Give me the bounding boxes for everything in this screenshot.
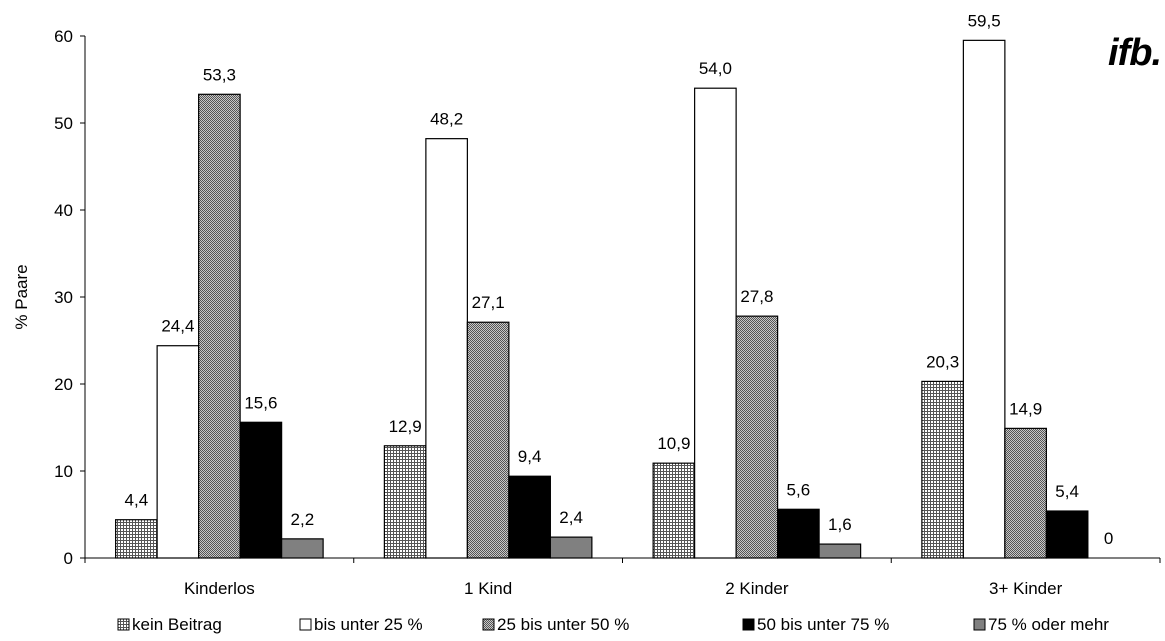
data-label: 12,9 bbox=[389, 417, 422, 436]
bar bbox=[962, 39, 1006, 559]
bars bbox=[115, 39, 1089, 559]
y-tick-label: 0 bbox=[64, 549, 73, 568]
y-tick-label: 10 bbox=[54, 462, 73, 481]
legend-swatch bbox=[117, 618, 130, 631]
data-label: 24,4 bbox=[161, 317, 194, 336]
x-tick-label: 2 Kinder bbox=[725, 579, 789, 598]
bar bbox=[508, 475, 551, 559]
data-label: 0 bbox=[1104, 529, 1113, 548]
y-axis-title: % Paare bbox=[12, 264, 31, 329]
bar bbox=[549, 536, 593, 559]
bar bbox=[694, 87, 737, 559]
legend-label: 50 bis unter 75 % bbox=[757, 615, 889, 634]
data-label: 9,4 bbox=[518, 447, 542, 466]
data-label: 54,0 bbox=[699, 59, 732, 78]
bar bbox=[198, 93, 241, 559]
bar bbox=[818, 543, 862, 559]
ifb-logo: ifb. bbox=[1108, 32, 1162, 74]
data-label: 15,6 bbox=[244, 393, 277, 412]
bar bbox=[921, 380, 964, 559]
x-tick-label: 3+ Kinder bbox=[989, 579, 1063, 598]
data-labels: 4,4 24,4 53,3 15,6 2,2 12,9 48,2 27,1 9,4 2,4 10,9… bbox=[125, 11, 1114, 548]
legend-label: 25 bis unter 50 % bbox=[497, 615, 629, 634]
legend-label: kein Beitrag bbox=[132, 615, 222, 634]
x-tick-label: 1 Kind bbox=[464, 579, 512, 598]
y-tick-label: 60 bbox=[54, 27, 73, 46]
data-label: 2,2 bbox=[291, 510, 315, 529]
bar bbox=[115, 519, 158, 559]
bar bbox=[735, 315, 779, 559]
bar bbox=[1045, 510, 1089, 559]
data-label: 4,4 bbox=[125, 491, 149, 510]
data-label: 53,3 bbox=[203, 65, 236, 84]
legend-swatch bbox=[742, 618, 755, 631]
legend-label: bis unter 25 % bbox=[314, 615, 423, 634]
y-tick-label: 40 bbox=[54, 201, 73, 220]
bar bbox=[1004, 427, 1047, 559]
legend: kein Beitrag bis unter 25 % 25 bis unter 5… bbox=[117, 615, 1109, 634]
bar bbox=[281, 538, 324, 559]
axes: 0 10 20 30 40 50 60 Kinderlos 1 Kind 2 Kinder 3+ K… bbox=[12, 27, 1161, 598]
bar bbox=[425, 138, 468, 559]
legend-swatch bbox=[299, 618, 312, 631]
legend-swatch bbox=[973, 618, 986, 631]
y-tick-label: 30 bbox=[54, 288, 73, 307]
data-label: 14,9 bbox=[1009, 399, 1042, 418]
y-tick-label: 20 bbox=[54, 375, 73, 394]
data-label: 5,6 bbox=[787, 480, 811, 499]
data-label: 5,4 bbox=[1055, 482, 1079, 501]
data-label: 27,8 bbox=[740, 287, 773, 306]
bar bbox=[652, 462, 696, 559]
bar bbox=[777, 508, 820, 559]
x-tick-label: Kinderlos bbox=[184, 579, 255, 598]
bar bbox=[383, 445, 427, 559]
bar bbox=[466, 321, 510, 559]
legend-swatch bbox=[482, 618, 495, 631]
data-label: 27,1 bbox=[472, 293, 505, 312]
data-label: 20,3 bbox=[926, 352, 959, 371]
data-label: 59,5 bbox=[968, 11, 1001, 30]
y-tick-label: 50 bbox=[54, 114, 73, 133]
data-label: 10,9 bbox=[657, 434, 690, 453]
bar bbox=[156, 345, 200, 559]
data-label: 1,6 bbox=[828, 515, 852, 534]
bar bbox=[239, 421, 283, 559]
legend-label: 75 % oder mehr bbox=[988, 615, 1109, 634]
data-label: 48,2 bbox=[430, 110, 463, 129]
data-label: 2,4 bbox=[559, 508, 583, 527]
